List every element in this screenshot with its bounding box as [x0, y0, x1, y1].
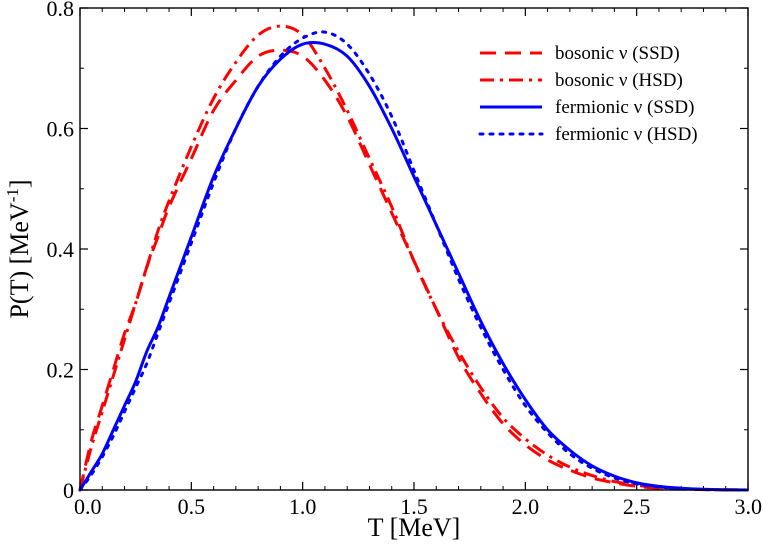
y-axis-title-sup: -1: [3, 188, 22, 202]
tick-labels-layer: 0.0 0.5 1.0 1.5 2.0 2.5 3.0 0 0.2 0.4 0.6 0.8: [47, 0, 763, 519]
y-tick-label: 0.6: [47, 117, 75, 142]
y-axis-title: P(T) [MeV-1]: [3, 179, 34, 318]
x-tick-label: 2.0: [512, 494, 540, 519]
legend: bosonic ν (SSD) bosonic ν (HSD) fermioni…: [478, 43, 698, 145]
legend-label-bosonic-hsd: bosonic ν (HSD): [555, 70, 683, 91]
legend-label-fermionic-hsd: fermionic ν (HSD): [555, 124, 698, 145]
y-tick-label: 0: [63, 478, 74, 503]
x-axis-title: T [MeV]: [368, 513, 461, 542]
series-layer: [78, 24, 750, 492]
x-tick-label: 1.5: [400, 494, 428, 519]
x-tick-label: 0.5: [178, 494, 206, 519]
y-tick-label: 0.2: [47, 358, 75, 383]
y-tick-label: 0.4: [47, 237, 75, 262]
legend-label-bosonic-ssd: bosonic ν (SSD): [555, 43, 680, 64]
x-tick-label: 0.0: [74, 494, 102, 519]
y-tick-label: 0.8: [47, 0, 75, 21]
series-line-fermionic-nu-ssd: [78, 40, 749, 492]
plot-frame: [79, 7, 749, 491]
y-axis-title-close: ]: [5, 179, 34, 188]
x-tick-label: 2.5: [623, 494, 651, 519]
x-tick-label: 1.0: [289, 494, 317, 519]
series-line-bosonic-nu-hsd: [78, 24, 749, 492]
legend-label-fermionic-ssd: fermionic ν (SSD): [555, 97, 694, 118]
y-axis-title-main: P(T) [MeV: [5, 202, 34, 318]
x-tick-label: 3.0: [735, 494, 763, 519]
